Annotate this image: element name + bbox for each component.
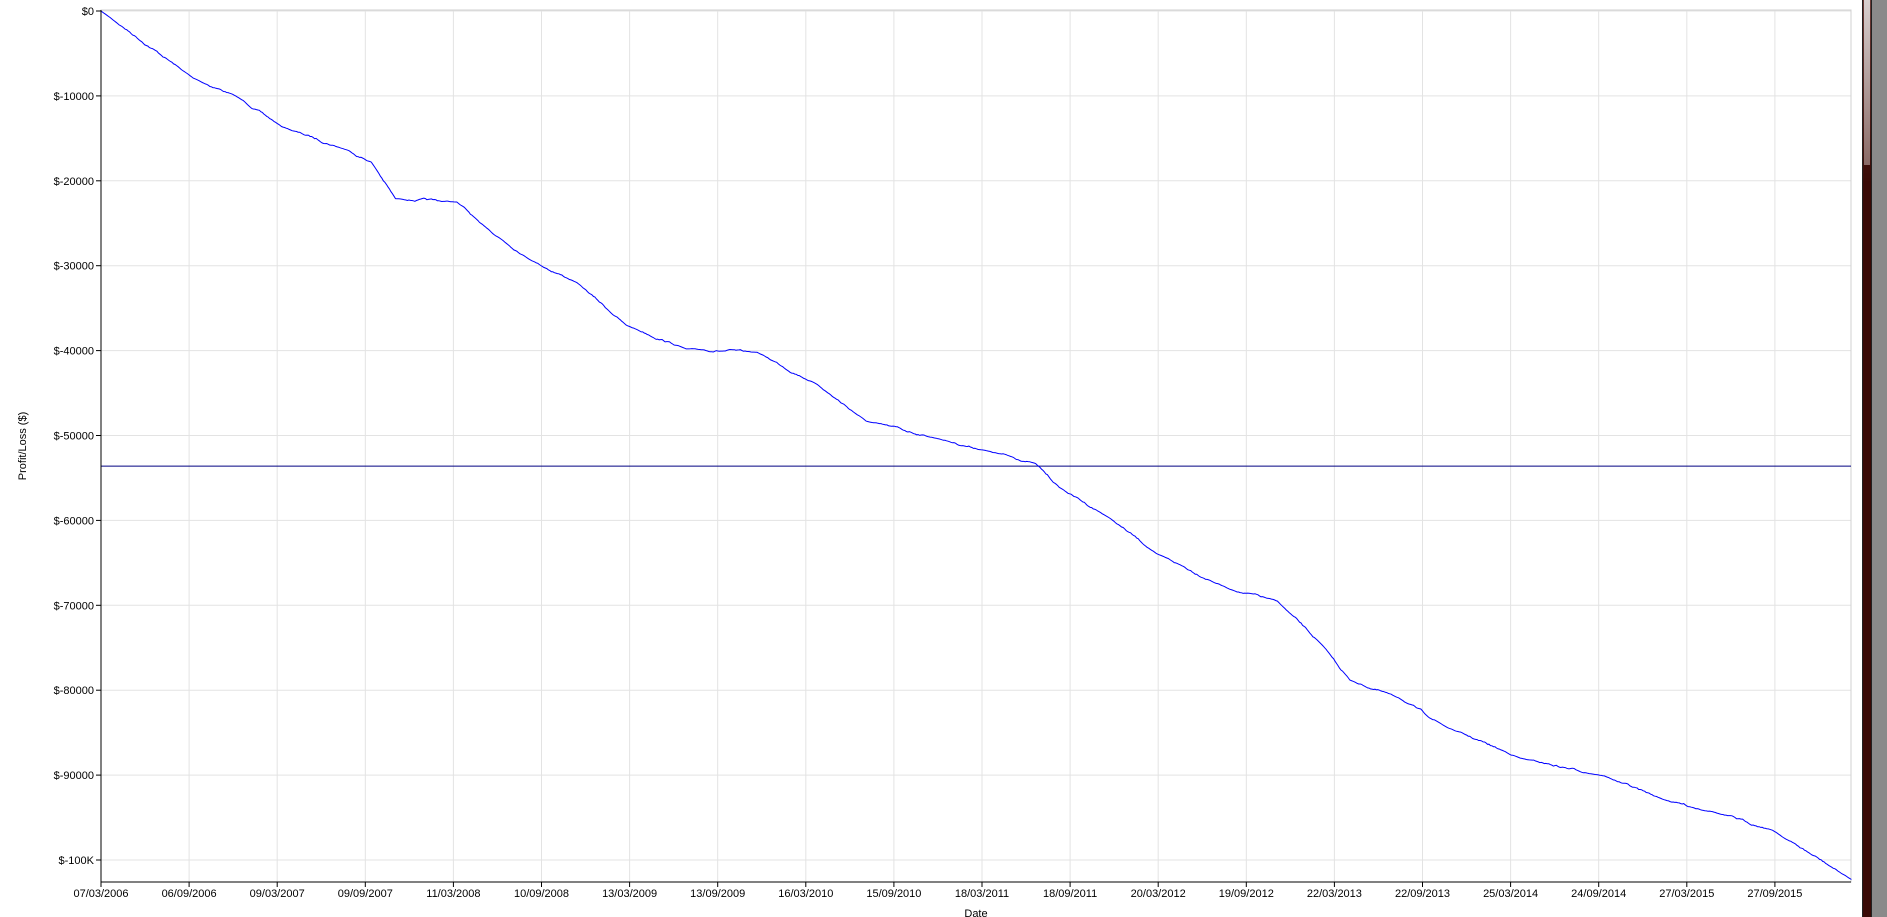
x-tick-label: 16/03/2010 — [778, 888, 833, 900]
x-tick-label: 24/09/2014 — [1571, 888, 1626, 900]
x-tick-label: 20/03/2012 — [1131, 888, 1186, 900]
y-tick-label: $-30000 — [54, 261, 94, 273]
y-axis-ticks: $0 $-10000 $-20000 $-30000 $-40000 $-50000 $-6… — [54, 6, 101, 867]
x-tick-label: 15/09/2010 — [866, 888, 921, 900]
y-tick-label: $-10000 — [54, 91, 94, 103]
x-axis-ticks: 07/03/2006 06/09/2006 09/03/2007 09/09/2007… — [73, 882, 1802, 900]
x-tick-label: 27/03/2015 — [1659, 888, 1714, 900]
x-tick-label: 22/09/2013 — [1395, 888, 1450, 900]
scrollbar-thumb[interactable] — [1864, 0, 1870, 165]
x-tick-label: 18/03/2011 — [955, 888, 1009, 900]
x-tick-label: 13/03/2009 — [602, 888, 657, 900]
scrollbar[interactable] — [1862, 0, 1872, 917]
x-axis-title: Date — [964, 908, 987, 917]
y-tick-label: $0 — [82, 6, 94, 18]
y-tick-label: $-20000 — [54, 176, 94, 188]
x-tick-label: 25/03/2014 — [1483, 888, 1538, 900]
y-tick-label: $-80000 — [54, 685, 94, 697]
x-tick-label: 18/09/2011 — [1043, 888, 1097, 900]
y-tick-label: $-70000 — [54, 600, 94, 612]
series-line-profit-loss — [100, 10, 1852, 880]
x-tick-label: 06/09/2006 — [162, 888, 217, 900]
x-tick-label: 19/09/2012 — [1219, 888, 1274, 900]
y-tick-label: $-90000 — [54, 770, 94, 782]
x-tick-label: 07/03/2006 — [73, 888, 128, 900]
x-tick-label: 10/09/2008 — [514, 888, 569, 900]
x-tick-label: 09/09/2007 — [338, 888, 393, 900]
y-tick-label: $-40000 — [54, 346, 94, 358]
y-axis-title: Profit/Loss ($) — [17, 412, 29, 480]
x-tick-label: 22/03/2013 — [1307, 888, 1362, 900]
x-tick-label: 27/09/2015 — [1747, 888, 1802, 900]
y-tick-label: $-60000 — [54, 515, 94, 527]
x-tick-label: 09/03/2007 — [250, 888, 305, 900]
x-tick-label: 13/09/2009 — [690, 888, 745, 900]
grid — [100, 10, 1851, 882]
y-tick-label: $-50000 — [54, 431, 94, 443]
plot-border — [100, 9, 1852, 883]
y-tick-label: $-100K — [59, 855, 95, 867]
x-tick-label: 11/03/2008 — [426, 888, 480, 900]
side-panel-edge — [1862, 0, 1887, 917]
